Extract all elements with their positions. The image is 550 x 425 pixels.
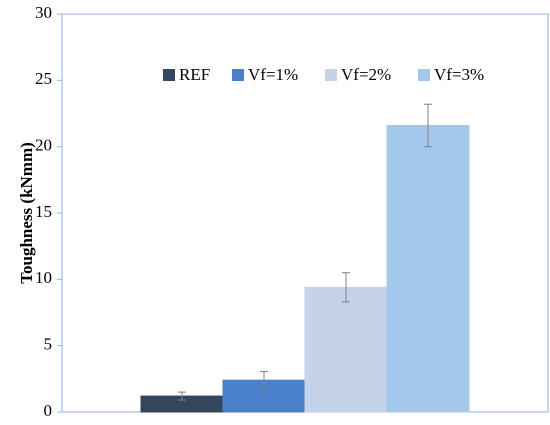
y-tick-label: 10	[35, 268, 52, 287]
legend-label: REF	[179, 65, 210, 84]
error-bar	[178, 391, 186, 401]
legend-label: Vf=1%	[248, 65, 298, 84]
legend-label: Vf=2%	[341, 65, 391, 84]
error-bar	[342, 272, 350, 303]
error-bar	[424, 103, 432, 148]
y-tick-label: 25	[35, 69, 52, 88]
y-tick-label: 0	[44, 401, 53, 420]
legend-swatch	[325, 69, 337, 81]
y-tick-label: 5	[44, 335, 53, 354]
y-tick-label: 30	[35, 3, 52, 22]
legend-swatch	[232, 69, 244, 81]
y-tick-label: 15	[35, 202, 52, 221]
y-tick-label: 20	[35, 136, 52, 155]
error-bar	[260, 371, 268, 390]
bar	[386, 124, 470, 413]
y-axis-title: Toughness (kNmm)	[17, 142, 36, 284]
legend-swatch	[163, 69, 175, 81]
bar	[304, 286, 388, 413]
legend-label: Vf=3%	[434, 65, 484, 84]
legend-swatch	[418, 69, 430, 81]
